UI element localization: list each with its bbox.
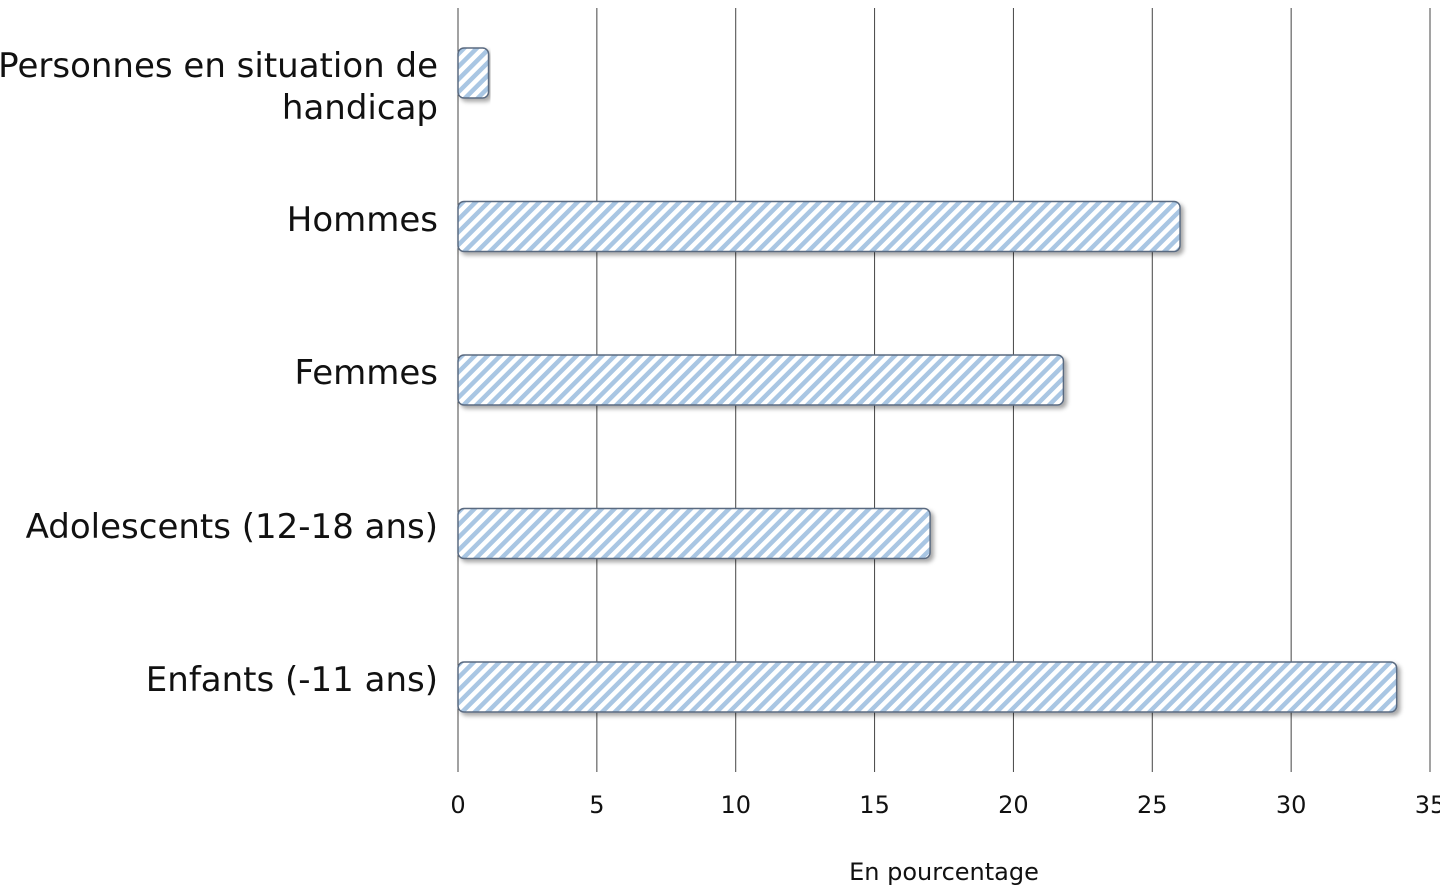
bar xyxy=(457,354,1065,406)
x-tick-label: 20 xyxy=(998,791,1029,819)
x-axis-label: En pourcentage xyxy=(849,858,1039,886)
x-tick-label: 30 xyxy=(1276,791,1307,819)
x-tick-label: 10 xyxy=(720,791,751,819)
bar xyxy=(457,47,490,99)
x-tick-label: 35 xyxy=(1415,791,1440,819)
y-tick-label: Personnes en situation de handicap xyxy=(0,46,438,128)
bar xyxy=(457,200,1181,253)
y-tick-label: Enfants (-11 ans) xyxy=(145,660,438,700)
x-tick-label: 5 xyxy=(589,791,604,819)
bar xyxy=(457,661,1398,713)
x-tick-label: 15 xyxy=(859,791,890,819)
y-tick-label: Femmes xyxy=(294,353,439,393)
x-tick-label: 25 xyxy=(1137,791,1168,819)
bar xyxy=(457,507,931,560)
x-tick-label: 0 xyxy=(450,791,465,819)
y-tick-label: Hommes xyxy=(286,199,438,240)
y-tick-label: Adolescents (12-18 ans) xyxy=(25,506,438,547)
